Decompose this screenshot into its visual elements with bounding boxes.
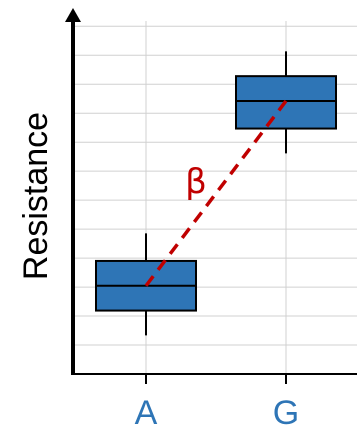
x-tick-label: A	[135, 394, 158, 432]
beta-annotation: β	[144, 99, 288, 287]
x-tick-label: G	[273, 394, 299, 432]
beta-label: β	[185, 162, 207, 202]
y-axis-arrow-icon	[65, 8, 81, 22]
box-series	[95, 51, 337, 336]
grid	[73, 21, 357, 374]
axes	[65, 8, 357, 375]
y-axis-label: Resistance	[17, 112, 55, 280]
